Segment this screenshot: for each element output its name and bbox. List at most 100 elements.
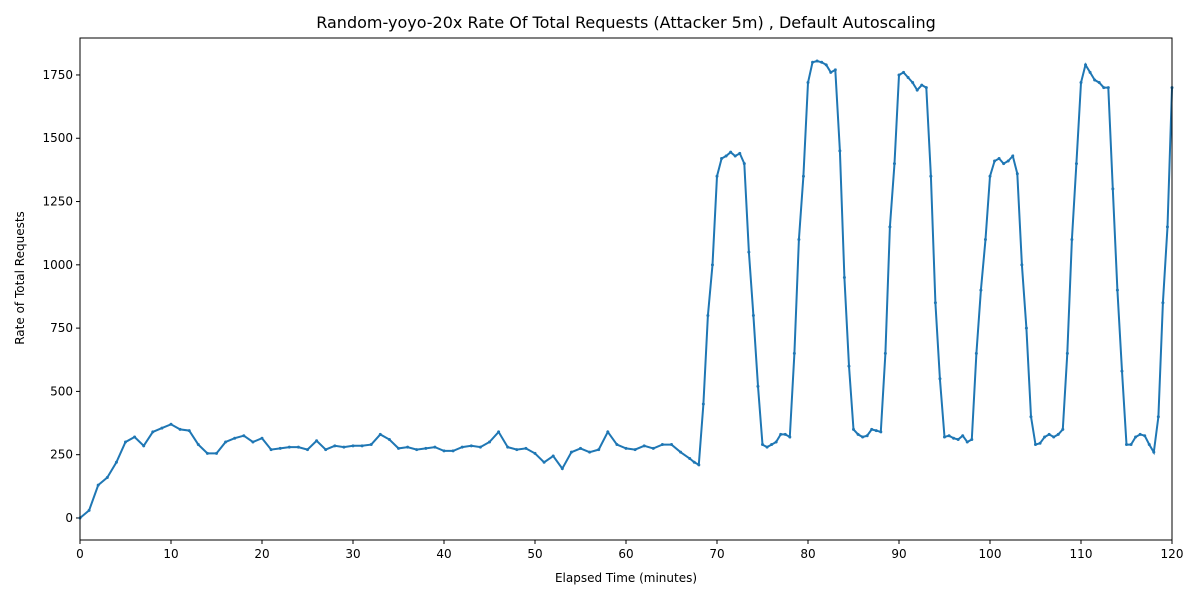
data-point — [1047, 432, 1051, 436]
data-point — [1043, 435, 1047, 439]
data-point — [692, 460, 696, 464]
y-tick-label: 500 — [50, 384, 73, 398]
data-point — [929, 174, 933, 178]
data-point — [369, 443, 373, 447]
data-point — [1002, 162, 1006, 166]
data-point — [720, 157, 724, 161]
data-point — [993, 159, 997, 163]
data-point — [196, 443, 200, 447]
data-point — [1020, 263, 1024, 267]
data-point — [1029, 415, 1033, 419]
data-point — [833, 68, 837, 72]
data-point — [697, 463, 701, 467]
data-point — [651, 446, 655, 450]
data-point — [997, 157, 1001, 161]
data-point — [460, 445, 464, 449]
data-point — [415, 448, 419, 452]
data-point — [642, 444, 646, 448]
data-point — [811, 60, 815, 64]
data-point — [579, 446, 582, 450]
data-point — [865, 434, 869, 438]
data-point — [738, 151, 742, 155]
data-point — [1102, 86, 1106, 90]
data-point — [883, 351, 887, 355]
data-point — [187, 429, 191, 433]
data-point — [242, 434, 246, 438]
data-point — [806, 81, 810, 85]
data-point — [983, 238, 987, 242]
data-point — [801, 174, 805, 178]
data-point — [169, 422, 173, 426]
data-point — [551, 454, 555, 458]
data-point — [1015, 172, 1019, 176]
y-tick-label: 1250 — [42, 195, 73, 209]
data-point — [911, 81, 915, 85]
data-point — [342, 445, 346, 449]
data-point — [224, 440, 228, 444]
data-point — [160, 426, 164, 430]
data-point — [278, 446, 282, 450]
data-point — [924, 86, 928, 90]
data-point — [406, 445, 410, 449]
data-point — [87, 508, 91, 512]
data-point — [961, 434, 965, 438]
x-tick-label: 80 — [800, 547, 815, 561]
data-point — [1084, 63, 1088, 67]
data-point — [701, 402, 705, 406]
data-point — [842, 275, 846, 279]
data-point — [515, 448, 519, 452]
y-tick-label: 0 — [65, 511, 73, 525]
data-point — [378, 432, 382, 436]
data-point — [1129, 443, 1133, 447]
data-point — [792, 351, 796, 355]
data-point — [829, 70, 833, 74]
data-point — [542, 460, 546, 464]
data-point — [765, 445, 769, 449]
data-point — [892, 162, 896, 166]
data-point — [1038, 441, 1042, 445]
data-point — [306, 448, 309, 452]
data-point — [920, 83, 924, 87]
data-point — [1147, 443, 1151, 447]
data-point — [114, 460, 118, 464]
data-point — [315, 439, 319, 443]
plot-frame — [79, 37, 1173, 541]
x-tick-label: 30 — [345, 547, 360, 561]
data-point — [1088, 70, 1092, 74]
data-point — [533, 451, 537, 455]
data-point — [560, 467, 564, 471]
data-point — [433, 445, 437, 449]
data-point — [788, 435, 792, 439]
data-point — [1052, 435, 1056, 439]
data-point — [979, 288, 983, 292]
data-point — [633, 448, 637, 452]
data-point — [1034, 443, 1037, 447]
data-point — [856, 432, 860, 436]
data-point — [1156, 415, 1160, 419]
data-point — [269, 448, 273, 452]
data-point — [1165, 225, 1169, 229]
data-point — [105, 475, 109, 479]
data-point — [397, 446, 400, 450]
data-point — [497, 430, 501, 434]
x-tick-label: 100 — [979, 547, 1002, 561]
data-point — [952, 436, 956, 440]
data-point — [902, 70, 906, 74]
data-point — [706, 313, 710, 317]
x-tick-label: 70 — [709, 547, 724, 561]
data-point — [1011, 154, 1015, 158]
data-point — [733, 154, 737, 158]
data-point — [965, 440, 969, 444]
data-point — [742, 162, 746, 166]
data-point — [1093, 78, 1097, 82]
y-tick-label: 250 — [50, 448, 73, 462]
data-point — [970, 437, 974, 441]
y-tick-label: 1750 — [42, 68, 73, 82]
data-point — [770, 443, 774, 447]
data-point — [797, 238, 801, 242]
data-point — [1120, 369, 1124, 373]
chart-title: Random-yoyo-20x Rate Of Total Requests (… — [316, 13, 936, 32]
data-point — [215, 451, 218, 455]
data-point — [588, 450, 592, 454]
data-point — [260, 436, 264, 440]
